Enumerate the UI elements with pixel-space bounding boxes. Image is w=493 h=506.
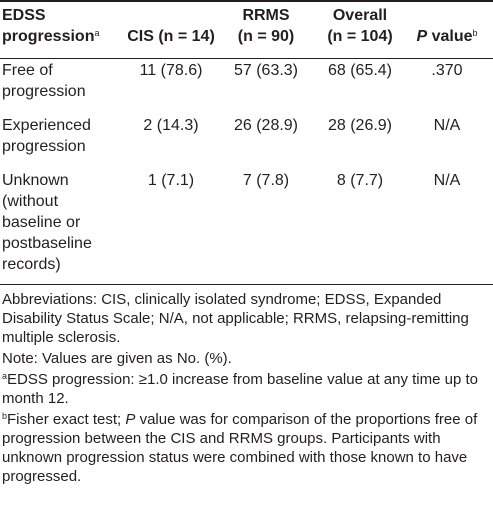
- edss-progression-table: EDSS progressiona CIS (n = 14) RRMS (n = 9…: [2, 3, 486, 275]
- table-row: Unknown (without baseline or postbaseline re…: [2, 162, 486, 275]
- cell-overall: 8 (7.7): [336, 172, 384, 189]
- bottom-rule: [0, 284, 493, 285]
- cell-rrms: 57 (63.3): [233, 62, 299, 79]
- header-p-value: P valueb: [416, 28, 478, 45]
- header-cis: CIS (n = 14): [127, 28, 215, 45]
- cell-cis: 2 (14.3): [143, 117, 199, 134]
- cell-overall: 28 (26.9): [327, 117, 393, 134]
- header-row: EDSS progressiona CIS (n = 14) RRMS (n = 9…: [2, 3, 486, 52]
- cell-p-value: N/A: [433, 117, 461, 134]
- table-row: Experienced progression 2 (14.3) 26 (28.9…: [2, 107, 486, 162]
- table-row: Free of progression 11 (78.6) 57 (63.3) 6…: [2, 52, 486, 107]
- header-overall: Overall (n = 104): [327, 7, 393, 45]
- abbreviations-note: Abbreviations: CIS, clinically isolated …: [2, 291, 469, 346]
- row-label: Free of progression: [2, 62, 86, 100]
- header-rule: [0, 58, 493, 59]
- cell-p-value: .370: [431, 62, 463, 79]
- table-footnotes: Abbreviations: CIS, clinically isolated …: [2, 290, 486, 488]
- cell-rrms: 7 (7.8): [242, 172, 290, 189]
- values-note: Note: Values are given as No. (%).: [2, 350, 232, 367]
- footnote-a: aEDSS progression: ≥1.0 increase from ba…: [2, 371, 478, 407]
- cell-cis: 1 (7.1): [147, 172, 195, 189]
- footnote-b: bFisher exact test; P value was for comp…: [2, 411, 478, 485]
- row-label: Experienced progression: [2, 117, 91, 155]
- cell-p-value: N/A: [433, 172, 461, 189]
- top-rule: [0, 0, 493, 2]
- cell-cis: 11 (78.6): [139, 62, 203, 79]
- row-label: Unknown (without baseline or postbaseline re…: [2, 172, 92, 273]
- cell-overall: 68 (65.4): [327, 62, 393, 79]
- cell-rrms: 26 (28.9): [233, 117, 299, 134]
- header-rrms: RRMS (n = 90): [237, 7, 295, 45]
- header-edss-progression: EDSS progressiona: [2, 7, 100, 45]
